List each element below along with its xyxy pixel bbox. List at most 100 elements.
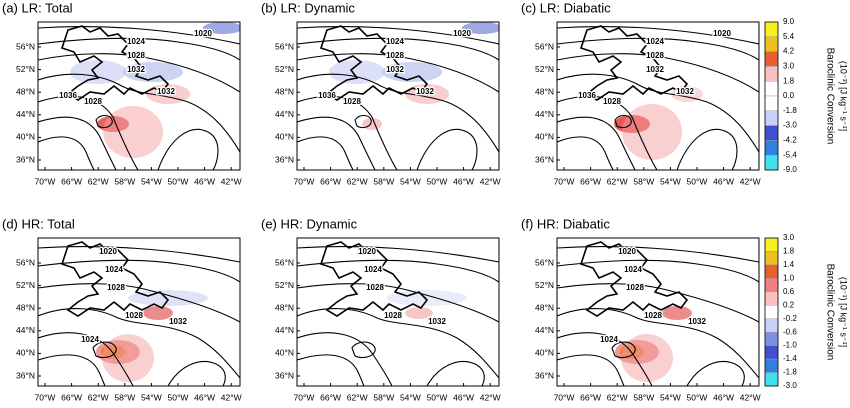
colorbar-title: Baroclinic Conversion xyxy=(824,264,835,361)
colorbar-frame xyxy=(764,21,779,171)
map-frame xyxy=(37,21,241,171)
coastline xyxy=(60,241,170,317)
colorbar-label: 0.6 xyxy=(783,287,795,296)
lon-label: 42°W xyxy=(221,176,242,186)
lat-label: 48°N xyxy=(16,86,35,96)
lon-label: 50°W xyxy=(427,392,448,402)
isobar xyxy=(297,26,499,45)
contour-label: 1024 xyxy=(624,265,642,274)
contour-label: 1028 xyxy=(125,311,143,320)
colorbar-label: -1.8 xyxy=(783,368,797,377)
isobar xyxy=(614,114,632,129)
lon-label: 54°W xyxy=(660,392,681,402)
colorbar-label: -3.0 xyxy=(783,121,797,130)
colorbar-label: 3.0 xyxy=(783,233,795,242)
lat-label: 48°N xyxy=(535,86,554,96)
lat-label: 52°N xyxy=(535,64,554,74)
isobar xyxy=(38,116,117,170)
panel-title: (f) HR: Diabatic xyxy=(521,216,610,231)
contour-label: 1036 xyxy=(318,91,336,100)
contour-label: 1028 xyxy=(127,51,145,60)
colorbar-label: -0.2 xyxy=(783,314,797,323)
colorbar-swatch xyxy=(764,51,779,67)
contour-label: 1028 xyxy=(384,311,402,320)
isobar xyxy=(557,259,759,283)
lon-label: 58°W xyxy=(373,392,394,402)
colorbar: 9.0 5.4 4.2 3.0 1.8 0.0 -1.8 -3.0 -4.2 -5.4 -9.0 Ba… xyxy=(764,17,849,174)
isobar xyxy=(557,283,759,323)
panel-title: (e) HR: Dynamic xyxy=(261,216,358,231)
lon-label: 70°W xyxy=(35,176,56,186)
colorbar-label: 3.0 xyxy=(783,62,795,71)
map: 1020 1024 1028 1028 1032 56°N 52°N 48°N 44°N 40°N… xyxy=(275,237,501,402)
anomaly-shading xyxy=(462,22,499,34)
lon-label: 70°W xyxy=(294,176,315,186)
isobar xyxy=(297,283,499,323)
contour-label: 1024 xyxy=(646,37,664,46)
contour-label: 1028 xyxy=(366,283,384,292)
colorbar-unit: (10⁻¹) [J kg⁻¹ s⁻¹] xyxy=(839,277,849,347)
anomaly-shading xyxy=(203,22,240,34)
colorbar-title: Baroclinic Conversion xyxy=(824,48,835,145)
anomaly-shading xyxy=(622,104,682,160)
isobar xyxy=(297,37,499,61)
anomaly-shading xyxy=(70,60,126,84)
contour-label: 1032 xyxy=(646,65,664,74)
lat-label: 52°N xyxy=(535,280,554,290)
lat-label: 56°N xyxy=(16,257,35,267)
contour-label: 1020 xyxy=(194,29,212,38)
isobar xyxy=(92,341,117,359)
contour-label: 1032 xyxy=(386,65,404,74)
panel-title: (a) LR: Total xyxy=(2,0,73,15)
anomaly-shading xyxy=(102,334,154,382)
colorbar-label: 0.0 xyxy=(783,91,795,100)
colorbar-label: -1.0 xyxy=(783,341,797,350)
isobar xyxy=(38,136,95,170)
lat-label: 44°N xyxy=(275,109,294,119)
colorbar-swatch xyxy=(764,66,779,82)
lon-label: 62°W xyxy=(607,176,628,186)
contour-label: 1032 xyxy=(428,317,446,326)
lat-label: 56°N xyxy=(535,41,554,51)
contour-label: 1020 xyxy=(99,247,117,256)
lon-label: 70°W xyxy=(294,392,315,402)
lon-label: 54°W xyxy=(141,176,162,186)
anomaly-shading xyxy=(387,290,467,306)
lat-label: 44°N xyxy=(275,325,294,335)
isobar xyxy=(38,245,240,263)
map-frame xyxy=(556,237,760,387)
lon-label: 58°W xyxy=(373,176,394,186)
isobar xyxy=(354,114,372,129)
colorbar-swatch xyxy=(764,331,779,346)
lat-label: 40°N xyxy=(535,348,554,358)
lon-label: 42°W xyxy=(740,392,761,402)
contour-label: 1028 xyxy=(386,51,404,60)
isobar xyxy=(297,53,499,93)
colorbar-swatch xyxy=(764,372,779,387)
isobar xyxy=(297,136,354,170)
colorbar-swatch xyxy=(764,237,779,252)
isobar xyxy=(686,360,745,386)
lat-label: 40°N xyxy=(275,348,294,358)
lat-label: 52°N xyxy=(275,280,294,290)
isobar xyxy=(157,128,219,170)
isobar xyxy=(95,114,113,129)
map-body xyxy=(297,22,499,170)
lon-label: 54°W xyxy=(400,392,421,402)
lon-label: 58°W xyxy=(114,176,135,186)
map-body xyxy=(297,241,499,386)
lon-label: 46°W xyxy=(194,176,215,186)
lat-label: 52°N xyxy=(16,64,35,74)
contour-label: 1028 xyxy=(343,97,361,106)
lat-label: 44°N xyxy=(16,325,35,335)
colorbar-label: -0.6 xyxy=(783,327,797,336)
lon-label: 42°W xyxy=(480,392,501,402)
coastline xyxy=(579,25,689,101)
contour-label: 1032 xyxy=(688,317,706,326)
isobar xyxy=(167,360,226,386)
contour-label: 1024 xyxy=(364,265,382,274)
isobar xyxy=(557,26,759,45)
lon-label: 66°W xyxy=(580,392,601,402)
anomaly-shading xyxy=(662,306,692,320)
